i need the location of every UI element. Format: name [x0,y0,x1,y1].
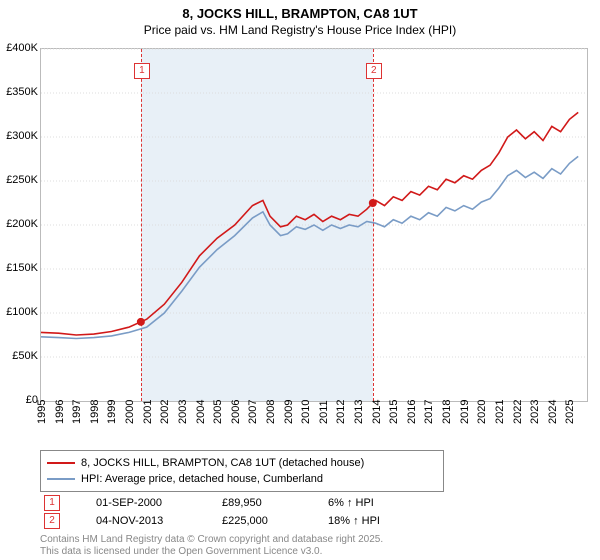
x-tick-label: 1995 [36,400,48,424]
series-series_a [41,112,578,335]
table-row-delta: 18% ↑ HPI [328,515,380,527]
legend-label-a: 8, JOCKS HILL, BRAMPTON, CA8 1UT (detach… [81,457,364,469]
sales-table: 1 01-SEP-2000 £89,950 6% ↑ HPI 2 04-NOV-… [40,494,560,530]
table-row-id: 2 [44,513,60,529]
x-tick-label: 2005 [212,400,224,424]
x-tick-label: 2011 [318,400,330,424]
footer-line-2: This data is licensed under the Open Gov… [40,546,383,558]
x-tick-label: 2021 [494,400,506,424]
chart-subtitle: Price paid vs. HM Land Registry's House … [0,21,600,41]
x-tick-label: 2018 [441,400,453,424]
chart-svg [41,49,587,401]
legend-label-b: HPI: Average price, detached house, Cumb… [81,473,323,485]
table-row-price: £89,950 [222,497,312,509]
y-tick-label: £300K [0,130,38,142]
x-tick-label: 2020 [476,400,488,424]
table-row: 1 01-SEP-2000 £89,950 6% ↑ HPI [40,494,560,512]
x-tick-label: 2013 [353,400,365,424]
x-tick-label: 2023 [529,400,541,424]
footer: Contains HM Land Registry data © Crown c… [40,534,383,557]
y-tick-label: £400K [0,42,38,54]
x-tick-label: 2009 [283,400,295,424]
x-tick-label: 2014 [371,400,383,424]
x-tick-label: 2010 [300,400,312,424]
x-tick-label: 2004 [195,400,207,424]
table-row-delta: 6% ↑ HPI [328,497,374,509]
table-row-price: £225,000 [222,515,312,527]
x-tick-label: 2000 [124,400,136,424]
x-tick-label: 2002 [159,400,171,424]
x-tick-label: 2006 [230,400,242,424]
x-tick-label: 1996 [54,400,66,424]
x-tick-label: 2019 [459,400,471,424]
marker-dot [137,318,145,326]
y-tick-label: £100K [0,306,38,318]
y-tick-label: £0 [0,394,38,406]
x-tick-label: 1999 [106,400,118,424]
x-tick-label: 2012 [335,400,347,424]
x-tick-label: 2024 [547,400,559,424]
x-tick-label: 1998 [89,400,101,424]
x-tick-label: 2022 [512,400,524,424]
legend-swatch-b [47,478,75,480]
y-tick-label: £150K [0,262,38,274]
legend-swatch-a [47,462,75,464]
x-tick-label: 1997 [71,400,83,424]
x-tick-label: 2001 [142,400,154,424]
legend: 8, JOCKS HILL, BRAMPTON, CA8 1UT (detach… [40,450,444,492]
y-tick-label: £350K [0,86,38,98]
x-tick-label: 2025 [564,400,576,424]
series-series_b [41,156,578,338]
legend-row-b: HPI: Average price, detached house, Cumb… [47,471,437,487]
table-row-id: 1 [44,495,60,511]
legend-row-a: 8, JOCKS HILL, BRAMPTON, CA8 1UT (detach… [47,455,437,471]
x-tick-label: 2015 [388,400,400,424]
y-tick-label: £200K [0,218,38,230]
x-tick-label: 2016 [406,400,418,424]
footer-line-1: Contains HM Land Registry data © Crown c… [40,534,383,546]
table-row: 2 04-NOV-2013 £225,000 18% ↑ HPI [40,512,560,530]
x-tick-label: 2008 [265,400,277,424]
marker-dot [369,199,377,207]
y-tick-label: £50K [0,350,38,362]
table-row-date: 01-SEP-2000 [96,497,206,509]
x-tick-label: 2007 [247,400,259,424]
chart-title: 8, JOCKS HILL, BRAMPTON, CA8 1UT [0,0,600,21]
x-tick-label: 2017 [423,400,435,424]
table-row-date: 04-NOV-2013 [96,515,206,527]
y-tick-label: £250K [0,174,38,186]
chart-area: 1 2 [40,48,588,402]
x-tick-label: 2003 [177,400,189,424]
